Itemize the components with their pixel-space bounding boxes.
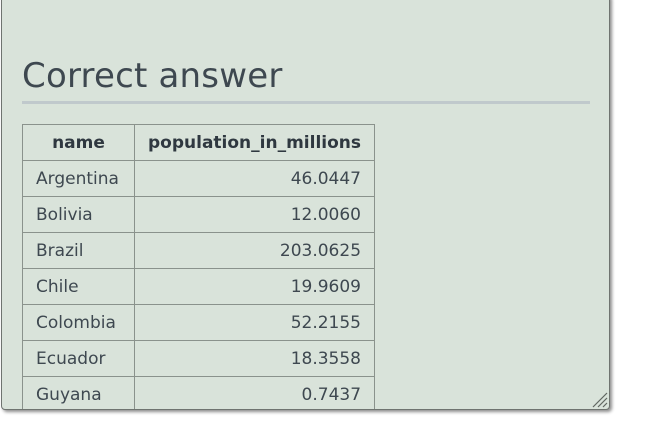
cell-population: 12.0060 bbox=[133, 196, 376, 233]
table-row: Ecuador 18.3558 bbox=[22, 340, 376, 377]
cell-population: 0.7437 bbox=[133, 376, 376, 409]
cell-name: Brazil bbox=[22, 232, 135, 269]
table-row: Chile 19.9609 bbox=[22, 268, 376, 305]
section-title: Correct answer bbox=[22, 56, 283, 96]
cell-name: Ecuador bbox=[22, 340, 135, 377]
table-row: Colombia 52.2155 bbox=[22, 304, 376, 341]
table-header-row: name population_in_millions bbox=[22, 124, 376, 161]
table-row: Bolivia 12.0060 bbox=[22, 196, 376, 233]
title-divider bbox=[22, 101, 590, 104]
panel-content: Correct answer name population_in_millio… bbox=[22, 0, 590, 409]
table-row: Argentina 46.0447 bbox=[22, 160, 376, 197]
column-header-name: name bbox=[22, 124, 135, 161]
cell-population: 18.3558 bbox=[133, 340, 376, 377]
cell-name: Argentina bbox=[22, 160, 135, 197]
cell-name: Bolivia bbox=[22, 196, 135, 233]
column-header-population: population_in_millions bbox=[133, 124, 376, 161]
answer-table: name population_in_millions Argentina 46… bbox=[22, 124, 376, 409]
table-row: Guyana 0.7437 bbox=[22, 376, 376, 409]
cell-name: Chile bbox=[22, 268, 135, 305]
cell-population: 19.9609 bbox=[133, 268, 376, 305]
cell-name: Colombia bbox=[22, 304, 135, 341]
cell-population: 52.2155 bbox=[133, 304, 376, 341]
answer-panel: Correct answer name population_in_millio… bbox=[1, 0, 610, 410]
cell-population: 203.0625 bbox=[133, 232, 376, 269]
table-row: Brazil 203.0625 bbox=[22, 232, 376, 269]
cell-population: 46.0447 bbox=[133, 160, 376, 197]
resize-grip-icon[interactable] bbox=[590, 390, 608, 408]
cell-name: Guyana bbox=[22, 376, 135, 409]
